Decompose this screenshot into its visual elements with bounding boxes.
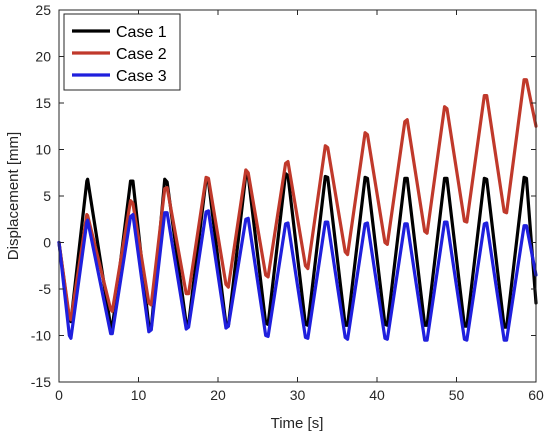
y-tick-label: -10 [31,328,51,344]
y-tick-label: 10 [35,142,51,158]
series-line-2 [57,78,538,322]
x-tick-label: 40 [369,387,385,403]
x-tick-label: 50 [449,387,465,403]
series-line-3 [57,209,538,342]
x-tick-label: 60 [528,387,544,403]
y-tick-label: 0 [43,235,51,251]
x-tick-label: 10 [131,387,147,403]
x-axis-label: Time [s] [271,415,324,432]
y-tick-label: 5 [43,188,51,204]
legend-label-2: Case 2 [116,46,167,63]
y-tick-label: 20 [35,49,51,65]
series-line-1 [57,172,538,331]
legend: Case 1 Case 2 Case 3 [63,13,181,91]
x-tick-label: 30 [290,387,306,403]
y-tick-label: 15 [35,95,51,111]
x-tick-label: 0 [55,387,63,403]
series-layer [57,78,538,342]
y-tick-label: -5 [39,281,52,297]
legend-label-1: Case 1 [116,24,167,41]
legend-label-3: Case 3 [116,68,167,85]
x-tick-label: 20 [210,387,226,403]
y-tick-label: -15 [31,374,51,390]
y-tick-label: 25 [35,2,51,18]
y-axis-label: Displacement [mm] [5,132,22,260]
ticks-layer: 0 10 20 30 40 50 60 -15 -10 -5 0 5 10 15 20 25 [31,2,544,403]
